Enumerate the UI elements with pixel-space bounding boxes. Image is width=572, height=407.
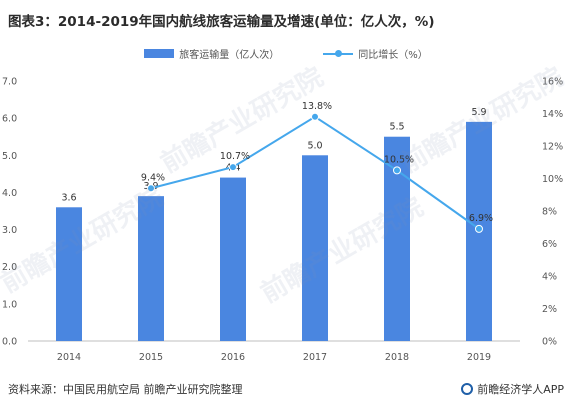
legend: 旅客运输量（亿人次） 同比增长（%） <box>0 46 572 61</box>
x-tick-label: 2016 <box>221 352 245 363</box>
growth-point <box>393 166 401 175</box>
x-tick-label: 2014 <box>57 352 81 363</box>
left-tick-label: 4.0 <box>2 188 17 199</box>
x-tick-label: 2018 <box>385 352 409 363</box>
bar <box>302 155 328 341</box>
growth-point <box>147 184 155 193</box>
right-tick-label: 12% <box>542 142 563 153</box>
growth-value-label: 10.7% <box>220 151 250 162</box>
growth-value-label: 6.9% <box>469 213 493 224</box>
left-tick-label: 0.0 <box>2 337 17 348</box>
left-tick-label: 6.0 <box>2 114 17 125</box>
growth-point <box>311 112 319 121</box>
brand-name: 前瞻经济学人APP <box>477 383 564 396</box>
left-tick-label: 3.0 <box>2 225 17 236</box>
right-tick-label: 4% <box>542 272 557 283</box>
legend-item-line[interactable]: 同比增长（%） <box>323 46 428 61</box>
brand[interactable]: 前瞻经济学人APP <box>461 381 564 397</box>
bar-value-label: 5.0 <box>307 140 322 151</box>
left-tick-label: 1.0 <box>2 299 17 310</box>
left-tick-label: 2.0 <box>2 262 17 273</box>
x-tick-label: 2015 <box>139 352 163 363</box>
legend-item-bar[interactable]: 旅客运输量（亿人次） <box>144 46 279 61</box>
bar-value-label: 3.6 <box>61 192 76 203</box>
legend-bar-swatch <box>144 49 175 58</box>
growth-point <box>229 163 237 172</box>
growth-value-label: 10.5% <box>384 154 414 165</box>
bar <box>56 207 82 341</box>
left-tick-label: 7.0 <box>2 77 17 88</box>
right-tick-label: 2% <box>542 304 557 315</box>
legend-line-swatch <box>323 49 354 58</box>
bar-value-label: 5.5 <box>389 122 404 133</box>
x-tick-label: 2017 <box>303 352 327 363</box>
right-tick-label: 6% <box>542 239 557 250</box>
right-tick-label: 16% <box>542 77 563 88</box>
left-tick-label: 5.0 <box>2 151 17 162</box>
growth-value-label: 9.4% <box>141 172 165 183</box>
bar-value-label: 5.9 <box>471 107 486 118</box>
legend-line-label: 同比增长（%） <box>358 50 428 61</box>
legend-bar-label: 旅客运输量（亿人次） <box>179 50 280 61</box>
source-note: 资料来源：中国民用航空局 前瞻产业研究院整理 <box>8 383 243 396</box>
chart-title: 图表3：2014-2019年国内航线旅客运输量及增速(单位：亿人次，%) <box>8 14 435 30</box>
growth-point <box>475 224 483 233</box>
footer: 资料来源：中国民用航空局 前瞻产业研究院整理 前瞻经济学人APP <box>8 381 564 397</box>
right-tick-label: 0% <box>542 337 557 348</box>
right-tick-label: 10% <box>542 174 563 185</box>
growth-value-label: 13.8% <box>302 101 332 112</box>
right-tick-label: 14% <box>542 109 563 120</box>
right-tick-label: 8% <box>542 207 557 218</box>
bar <box>220 177 246 341</box>
x-tick-label: 2019 <box>467 352 491 363</box>
brand-logo-icon <box>461 383 474 395</box>
bar <box>138 196 164 341</box>
